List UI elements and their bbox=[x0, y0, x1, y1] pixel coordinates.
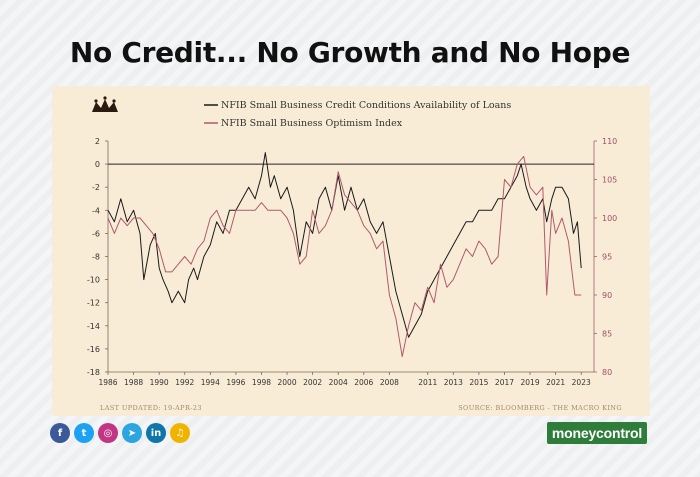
x-tick-label: 2019 bbox=[521, 378, 540, 387]
crown-logo bbox=[92, 96, 118, 112]
crown-jewel bbox=[112, 99, 116, 103]
x-tick-label: 2013 bbox=[444, 378, 463, 387]
left-tick-label: -16 bbox=[87, 345, 100, 354]
left-tick-label: -12 bbox=[87, 299, 100, 308]
last-updated: LAST UPDATED: 19-APR-23 bbox=[100, 404, 202, 412]
x-tick-label: 2000 bbox=[278, 378, 297, 387]
x-tick-label: 1998 bbox=[252, 378, 271, 387]
x-tick-label: 2023 bbox=[572, 378, 591, 387]
x-tick-label: 2017 bbox=[495, 378, 514, 387]
right-tick-label: 85 bbox=[602, 330, 612, 339]
left-tick-label: -10 bbox=[87, 276, 100, 285]
right-tick-label: 100 bbox=[602, 214, 617, 223]
twitter-icon[interactable]: t bbox=[74, 423, 94, 443]
x-tick-label: 1990 bbox=[150, 378, 169, 387]
x-tick-label: 2008 bbox=[380, 378, 399, 387]
left-tick-label: -6 bbox=[92, 229, 100, 238]
chart-panel: NFIB Small Business Credit Conditions Av… bbox=[52, 86, 650, 416]
x-tick-label: 1994 bbox=[201, 378, 220, 387]
instagram-icon[interactable]: ◎ bbox=[98, 423, 118, 443]
legend-label: NFIB Small Business Optimism Index bbox=[221, 118, 403, 129]
right-tick-label: 110 bbox=[602, 137, 617, 146]
x-tick-label: 2002 bbox=[303, 378, 322, 387]
left-tick-label: -2 bbox=[92, 183, 100, 192]
x-tick-label: 1988 bbox=[124, 378, 143, 387]
right-tick-label: 90 bbox=[602, 291, 612, 300]
series-line-2 bbox=[107, 155, 582, 358]
chart-axes: 2 0 -2 -4 -6 -8 -10 -12 -14 -16 -18 110 105 100 95 90 85… bbox=[87, 137, 617, 387]
x-tick-label: 2011 bbox=[418, 378, 437, 387]
right-tick-label: 105 bbox=[602, 176, 617, 185]
chart-source: SOURCE: BLOOMBERG - THE MACRO KING bbox=[458, 404, 622, 412]
x-tick-label: 2021 bbox=[546, 378, 565, 387]
podcast-icon[interactable]: ♫ bbox=[170, 423, 190, 443]
telegram-icon[interactable]: ➤ bbox=[122, 423, 142, 443]
facebook-icon[interactable]: f bbox=[50, 423, 70, 443]
left-tick-label: -4 bbox=[92, 206, 100, 215]
left-tick-label: 0 bbox=[95, 160, 100, 169]
right-tick-label: 80 bbox=[602, 368, 612, 377]
page-title: No Credit... No Growth and No Hope bbox=[69, 36, 631, 69]
x-tick-label: 2015 bbox=[469, 378, 488, 387]
social-bar: f t ◎ ➤ in ♫ bbox=[50, 423, 190, 443]
right-tick-label: 95 bbox=[602, 253, 612, 262]
brand-logo[interactable]: moneycontrol bbox=[547, 422, 647, 444]
crown-jewel bbox=[94, 99, 98, 103]
left-tick-label: -18 bbox=[87, 368, 100, 377]
x-tick-label: 1986 bbox=[98, 378, 117, 387]
chart-series bbox=[107, 152, 582, 358]
left-tick-label: 2 bbox=[95, 137, 100, 146]
left-tick-label: -8 bbox=[92, 253, 100, 262]
legend-label: NFIB Small Business Credit Conditions Av… bbox=[221, 100, 511, 111]
x-tick-label: 1992 bbox=[175, 378, 194, 387]
crown-icon bbox=[92, 99, 118, 112]
x-tick-label: 1996 bbox=[226, 378, 245, 387]
chart-legend: NFIB Small Business Credit Conditions Av… bbox=[204, 100, 511, 129]
left-tick-label: -14 bbox=[87, 322, 100, 331]
crown-jewel bbox=[103, 96, 107, 100]
x-tick-label: 2006 bbox=[354, 378, 373, 387]
linkedin-icon[interactable]: in bbox=[146, 423, 166, 443]
x-tick-label: 2004 bbox=[329, 378, 348, 387]
series-line-1 bbox=[107, 152, 582, 338]
line-chart: NFIB Small Business Credit Conditions Av… bbox=[87, 96, 617, 387]
